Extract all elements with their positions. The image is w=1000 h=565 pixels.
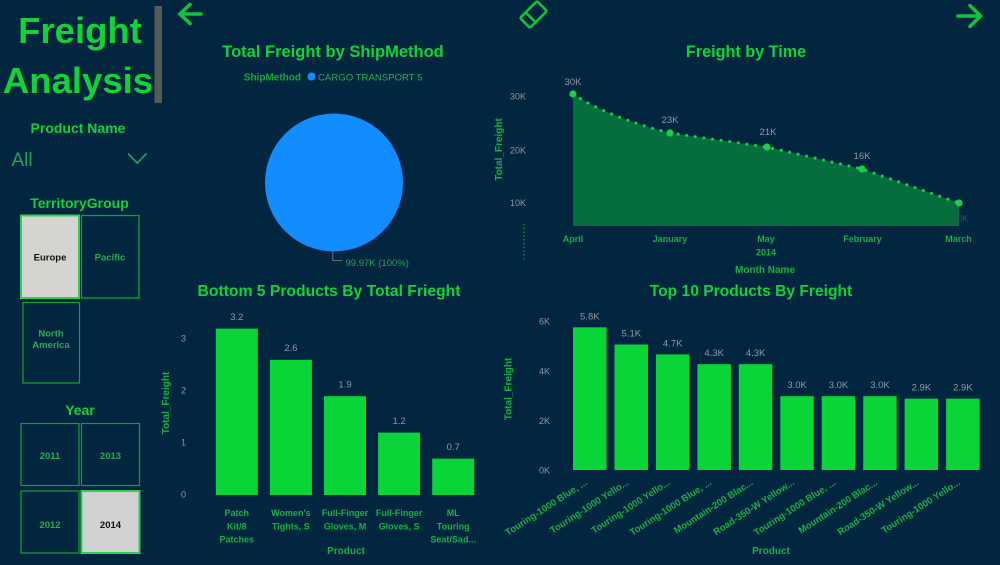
svg-text:All: All [12, 150, 33, 171]
svg-text:Freight by Time: Freight by Time [686, 43, 806, 61]
svg-text:Year: Year [65, 402, 95, 418]
svg-text:1: 1 [181, 438, 186, 448]
svg-text:TerritoryGroup: TerritoryGroup [30, 195, 129, 211]
svg-text:3.0K: 3.0K [870, 380, 890, 391]
svg-text:5.8K: 5.8K [580, 311, 600, 322]
svg-text:CARGO TRANSPORT 5: CARGO TRANSPORT 5 [318, 73, 423, 84]
svg-text:Kit/8: Kit/8 [227, 521, 247, 531]
svg-text:Europe: Europe [34, 253, 67, 264]
svg-text:4K: 4K [539, 366, 550, 376]
svg-text:Product: Product [327, 546, 365, 557]
svg-text:10K: 10K [510, 198, 526, 208]
svg-text:Top 10 Products By Freight: Top 10 Products By Freight [650, 283, 852, 300]
svg-text:2K: 2K [539, 416, 550, 426]
svg-text:Women's: Women's [271, 508, 310, 518]
svg-text:2011: 2011 [40, 451, 61, 462]
svg-text:Analysis: Analysis [3, 60, 153, 101]
svg-text:Gloves, M: Gloves, M [324, 521, 367, 531]
svg-text:4.3K: 4.3K [704, 348, 724, 359]
svg-text:2.9K: 2.9K [953, 383, 973, 394]
svg-text:Pacific: Pacific [95, 253, 126, 264]
svg-text:30K: 30K [510, 92, 526, 102]
svg-text:21K: 21K [760, 127, 778, 138]
svg-text:3: 3 [181, 334, 186, 344]
svg-text:Bottom 5 Products By Total Fri: Bottom 5 Products By Total Frieght [198, 283, 462, 300]
svg-text:2012: 2012 [39, 520, 60, 531]
svg-text:2: 2 [181, 386, 186, 396]
svg-text:Total_Freight: Total_Freight [494, 118, 505, 181]
svg-text:2.9K: 2.9K [912, 383, 932, 394]
svg-text:Patch: Patch [225, 508, 250, 518]
svg-text:0: 0 [181, 490, 186, 500]
svg-text:Full-Finger: Full-Finger [376, 508, 423, 518]
svg-text:4.7K: 4.7K [663, 338, 683, 349]
svg-text:3.0K: 3.0K [829, 380, 849, 391]
svg-text:March: March [945, 234, 972, 244]
svg-text:Freight: Freight [18, 10, 142, 51]
svg-text:Product: Product [752, 546, 790, 557]
svg-text:99.97K (100%): 99.97K (100%) [346, 258, 409, 269]
svg-text:0.7: 0.7 [447, 442, 460, 453]
svg-text:Gloves, S: Gloves, S [379, 521, 420, 531]
svg-text:Product Name: Product Name [31, 120, 126, 136]
svg-text:April: April [563, 234, 584, 244]
svg-text:ML: ML [447, 508, 460, 518]
svg-text:23K: 23K [662, 115, 680, 126]
svg-text:10K: 10K [952, 214, 970, 225]
svg-text:20K: 20K [510, 146, 526, 156]
svg-text:February: February [843, 234, 882, 244]
svg-text:Patches: Patches [220, 535, 255, 545]
svg-text:Total_Freight: Total_Freight [504, 357, 515, 420]
svg-text:2.6: 2.6 [284, 343, 297, 354]
svg-text:2014: 2014 [756, 248, 776, 258]
svg-text:5.1K: 5.1K [622, 329, 642, 340]
svg-text:January: January [653, 234, 688, 244]
svg-text:America: America [32, 340, 70, 351]
svg-text:Tights, S: Tights, S [272, 521, 310, 531]
svg-text:1.2: 1.2 [392, 416, 405, 427]
svg-text:30K: 30K [565, 77, 583, 88]
svg-text:6K: 6K [539, 317, 550, 327]
svg-text:Seat/Sad...: Seat/Sad... [430, 535, 476, 545]
svg-text:1.9: 1.9 [338, 380, 351, 391]
svg-text:Total_Freight: Total_Freight [161, 371, 172, 434]
svg-text:0K: 0K [539, 466, 550, 476]
svg-text:Total Freight by ShipMethod: Total Freight by ShipMethod [222, 43, 444, 61]
svg-text:4.3K: 4.3K [746, 348, 766, 359]
svg-text:May: May [757, 234, 775, 244]
svg-text:2014: 2014 [100, 520, 122, 531]
svg-text:Touring: Touring [437, 521, 470, 531]
svg-text:Full-Finger: Full-Finger [322, 508, 369, 518]
svg-text:North: North [38, 329, 64, 340]
svg-text:ShipMethod: ShipMethod [244, 73, 301, 84]
svg-text:Month Name: Month Name [735, 265, 795, 276]
svg-text:3.0K: 3.0K [787, 380, 807, 391]
svg-text:16K: 16K [854, 151, 872, 162]
svg-text:3.2: 3.2 [230, 312, 243, 323]
svg-text:2013: 2013 [100, 451, 121, 462]
